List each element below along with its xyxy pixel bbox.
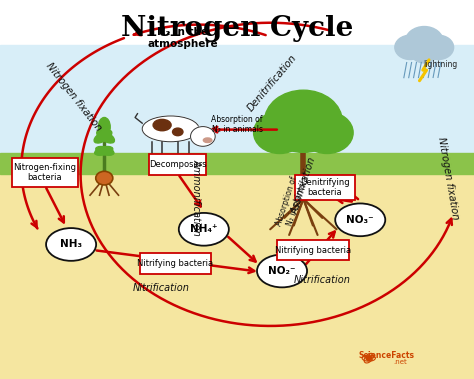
- Text: Nitrifying bacteria: Nitrifying bacteria: [275, 246, 351, 255]
- Text: lightning: lightning: [424, 60, 458, 69]
- Text: NO₃⁻: NO₃⁻: [346, 215, 374, 225]
- Bar: [0, 0, 474, 45]
- Ellipse shape: [335, 204, 385, 236]
- Ellipse shape: [46, 228, 96, 261]
- Bar: [0, 167, 474, 379]
- Circle shape: [301, 112, 353, 153]
- Ellipse shape: [179, 213, 229, 246]
- Text: Nitrification: Nitrification: [294, 275, 351, 285]
- Ellipse shape: [153, 119, 171, 131]
- Text: Denitrification: Denitrification: [246, 53, 299, 114]
- Text: Denitrifying
bacteria: Denitrifying bacteria: [300, 178, 349, 197]
- Text: ScienceFacts: ScienceFacts: [358, 351, 414, 360]
- Ellipse shape: [95, 147, 113, 155]
- Ellipse shape: [173, 128, 183, 136]
- Text: Nitrogen fixation: Nitrogen fixation: [436, 136, 460, 220]
- Text: Nitrogen Cycle: Nitrogen Cycle: [121, 15, 353, 42]
- Circle shape: [96, 171, 113, 185]
- Text: Nitrifying bacteria: Nitrifying bacteria: [137, 259, 213, 268]
- FancyBboxPatch shape: [295, 175, 355, 200]
- Text: Absorption of
N₂ in plants: Absorption of N₂ in plants: [274, 175, 309, 230]
- Circle shape: [264, 90, 342, 152]
- Circle shape: [395, 35, 425, 60]
- FancyBboxPatch shape: [11, 158, 78, 187]
- FancyBboxPatch shape: [149, 154, 206, 175]
- Ellipse shape: [203, 138, 212, 143]
- Ellipse shape: [97, 130, 114, 143]
- Circle shape: [254, 112, 306, 153]
- Circle shape: [405, 27, 443, 57]
- Text: Nitrogen-fixing
bacteria: Nitrogen-fixing bacteria: [14, 163, 76, 182]
- Circle shape: [411, 42, 438, 63]
- Ellipse shape: [96, 147, 114, 155]
- Bar: [0, 45, 474, 167]
- Ellipse shape: [94, 130, 112, 143]
- Text: N₂ in the
atmosphere: N₂ in the atmosphere: [147, 27, 218, 49]
- Ellipse shape: [257, 255, 307, 287]
- Text: NH₄⁺: NH₄⁺: [190, 224, 218, 234]
- Text: NH₃: NH₃: [60, 240, 82, 249]
- Circle shape: [423, 35, 454, 60]
- Ellipse shape: [99, 117, 110, 136]
- Ellipse shape: [142, 116, 199, 142]
- Bar: [0, 153, 474, 174]
- FancyBboxPatch shape: [139, 253, 211, 274]
- FancyBboxPatch shape: [277, 240, 348, 260]
- Text: Nitrification: Nitrification: [133, 283, 190, 293]
- Circle shape: [366, 356, 372, 360]
- Text: Decomposers: Decomposers: [149, 160, 207, 169]
- Circle shape: [191, 127, 215, 146]
- Text: .net: .net: [393, 359, 408, 365]
- Text: Absorption of
N₂ in animals: Absorption of N₂ in animals: [211, 114, 263, 134]
- Text: NO₂⁻: NO₂⁻: [268, 266, 296, 276]
- Text: Nitrogen fixation: Nitrogen fixation: [44, 61, 103, 133]
- Text: Ammonification: Ammonification: [191, 159, 202, 235]
- Text: Assimilation: Assimilation: [290, 156, 317, 216]
